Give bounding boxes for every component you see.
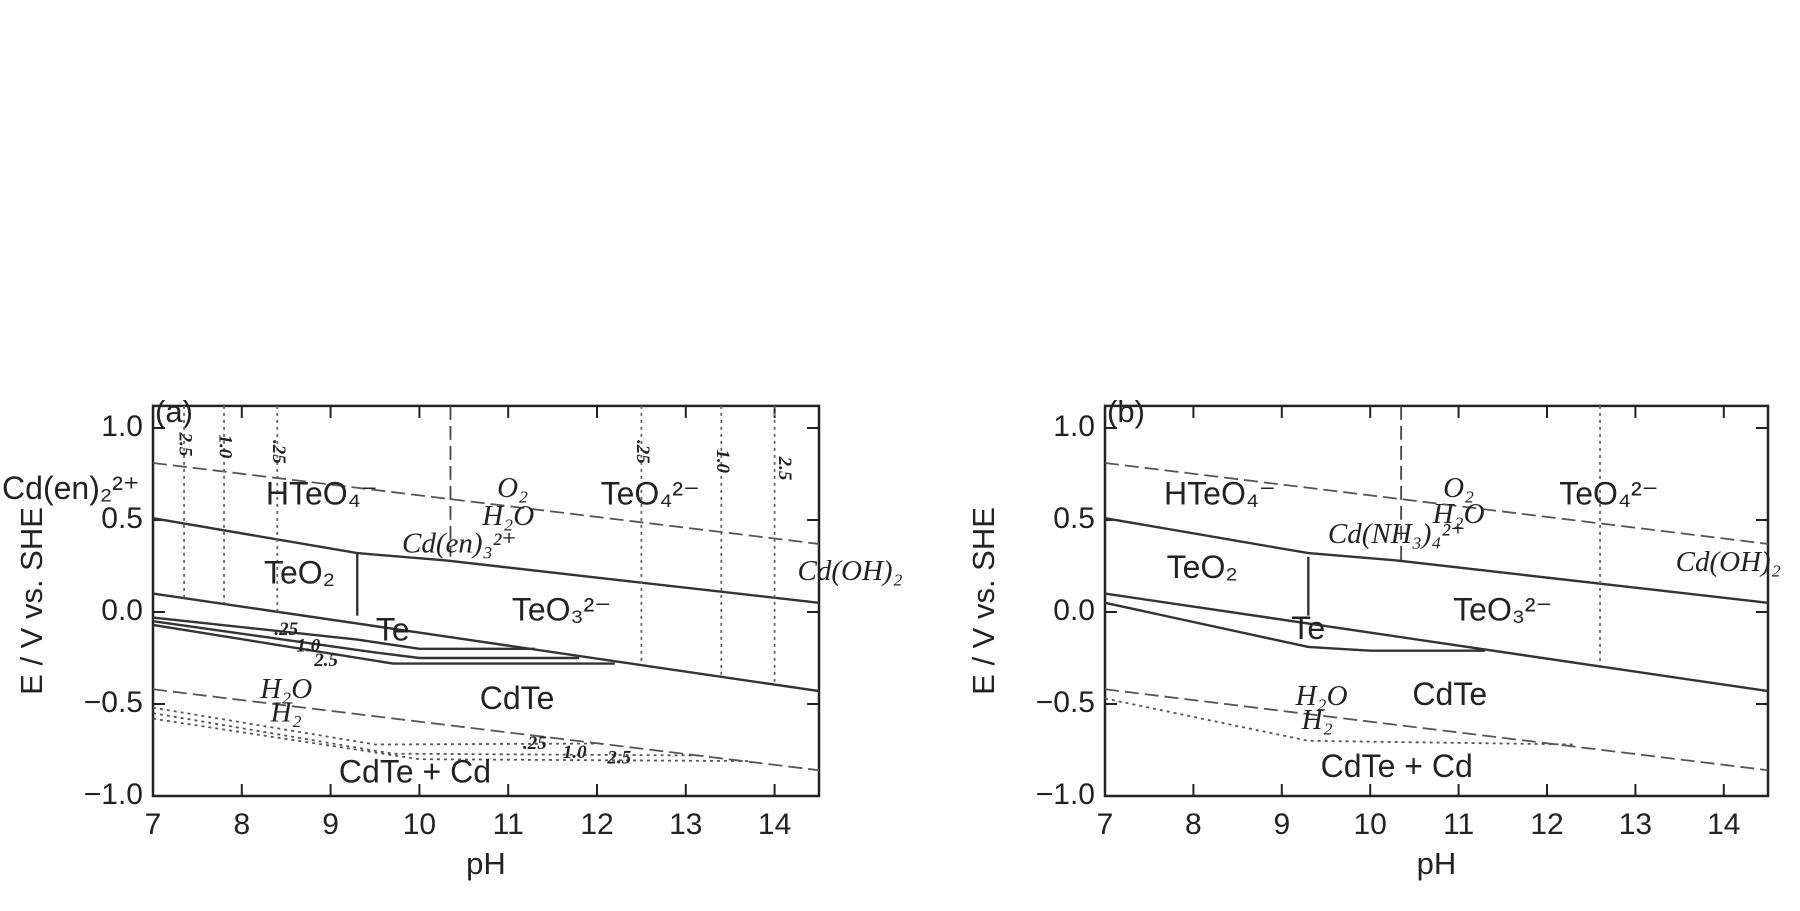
x-axis-label: pH <box>1417 846 1457 881</box>
boundary-line <box>152 712 704 757</box>
y-tick-label: 1.0 <box>101 410 143 443</box>
y-tick-label: 0.5 <box>1053 502 1095 535</box>
x-tick-label: 7 <box>1097 808 1114 841</box>
region-label: H₂ <box>1301 704 1333 736</box>
region-label: H₂O <box>1432 498 1485 530</box>
x-tick-label: 9 <box>322 808 339 841</box>
region-label: HTeO₄⁻ <box>266 476 378 512</box>
y-tick-label: 0.5 <box>101 502 143 535</box>
boundary-line <box>152 706 598 746</box>
region-label: 2.5 <box>774 456 795 481</box>
region-label: H₂O <box>481 500 534 532</box>
region-label: TeO₃²⁻ <box>512 591 611 627</box>
region-label: TeO₂ <box>1167 549 1238 585</box>
region-label: 1.0 <box>215 435 236 459</box>
boundary-line <box>1104 462 1769 545</box>
region-label: 2.5 <box>175 432 196 457</box>
plot-frame <box>151 404 821 798</box>
region-label: 1.0 <box>712 449 733 473</box>
region-label: TeO₄²⁻ <box>1559 476 1658 512</box>
region-label: Te <box>1291 610 1325 646</box>
y-axis-label: E / V vs. SHE <box>966 507 1001 695</box>
boundary-line <box>152 462 820 545</box>
panel-title: (b) <box>1107 394 1145 429</box>
region-label: 1.0 <box>297 635 321 656</box>
x-tick-label: 8 <box>233 808 250 841</box>
x-tick-label: 12 <box>1530 808 1563 841</box>
boundary-line <box>152 623 615 665</box>
region-label: Cd(en)₂²⁺ <box>2 470 140 506</box>
x-axis-label: pH <box>466 846 506 881</box>
region-label: Cd(en)₃²⁺ <box>402 527 517 559</box>
region-label: Cd(OH)₂ <box>798 555 903 587</box>
x-tick-label: 10 <box>403 808 436 841</box>
region-label: TeO₃²⁻ <box>1453 591 1552 627</box>
region-label: .25 <box>268 440 289 464</box>
region-label: TeO₂ <box>264 555 335 591</box>
x-tick-label: 11 <box>1443 808 1474 841</box>
x-tick-label: 10 <box>1354 808 1387 841</box>
region-label: Te <box>376 612 410 648</box>
x-tick-label: 13 <box>1619 808 1652 841</box>
y-tick-label: 0.0 <box>101 594 143 627</box>
y-tick-label: −0.5 <box>84 686 143 719</box>
region-label: .25 <box>523 733 547 754</box>
region-label: H₂ <box>270 697 302 729</box>
x-tick-label: 7 <box>145 808 162 841</box>
region-label: H₂O <box>259 673 312 705</box>
y-tick-label: −0.5 <box>1036 686 1095 719</box>
region-label: 1.0 <box>563 742 587 763</box>
boundary-line <box>152 620 580 660</box>
region-label: O₂ <box>1443 472 1474 504</box>
x-tick-label: 14 <box>1707 808 1740 841</box>
x-tick-label: 9 <box>1273 808 1290 841</box>
region-label: Cd(OH)₂ <box>1676 546 1781 578</box>
x-tick-label: 14 <box>758 808 791 841</box>
x-tick-label: 12 <box>580 808 613 841</box>
region-label: CdTe <box>1412 676 1487 712</box>
boundary-line <box>1104 516 1769 604</box>
y-tick-label: 1.0 <box>1053 410 1095 443</box>
region-label: Cd(NH₃)₄²⁺ <box>1328 518 1466 550</box>
boundary-line <box>1104 601 1486 652</box>
y-tick-label: 0.0 <box>1053 594 1095 627</box>
x-tick-label: 8 <box>1185 808 1202 841</box>
y-tick-label: −1.0 <box>1036 778 1095 811</box>
panel-title: (a) <box>155 394 193 429</box>
x-tick-label: 13 <box>669 808 702 841</box>
region-label: TeO₄²⁻ <box>601 476 700 512</box>
region-label: O₂ <box>497 472 528 504</box>
region-label: .25 <box>274 619 298 640</box>
region-label: 2.5 <box>606 748 631 769</box>
boundary-line <box>152 616 535 650</box>
region-label: CdTe + Cd <box>1321 748 1473 784</box>
boundary-line <box>152 688 820 772</box>
region-label: HTeO₄⁻ <box>1164 476 1276 512</box>
y-axis-label: E / V vs. SHE <box>14 507 49 695</box>
x-tick-label: 11 <box>493 808 524 841</box>
region-label: H₂O <box>1295 680 1348 712</box>
boundary-line <box>1104 688 1769 772</box>
boundary-line <box>152 592 820 693</box>
boundary-line <box>152 516 820 604</box>
region-label: .25 <box>632 440 653 464</box>
region-label: CdTe + Cd <box>339 753 491 789</box>
boundary-line <box>1104 592 1769 693</box>
region-label: CdTe <box>480 680 555 716</box>
region-label: 2.5 <box>313 650 338 671</box>
plot-frame <box>1103 404 1770 798</box>
y-tick-label: −1.0 <box>84 778 143 811</box>
